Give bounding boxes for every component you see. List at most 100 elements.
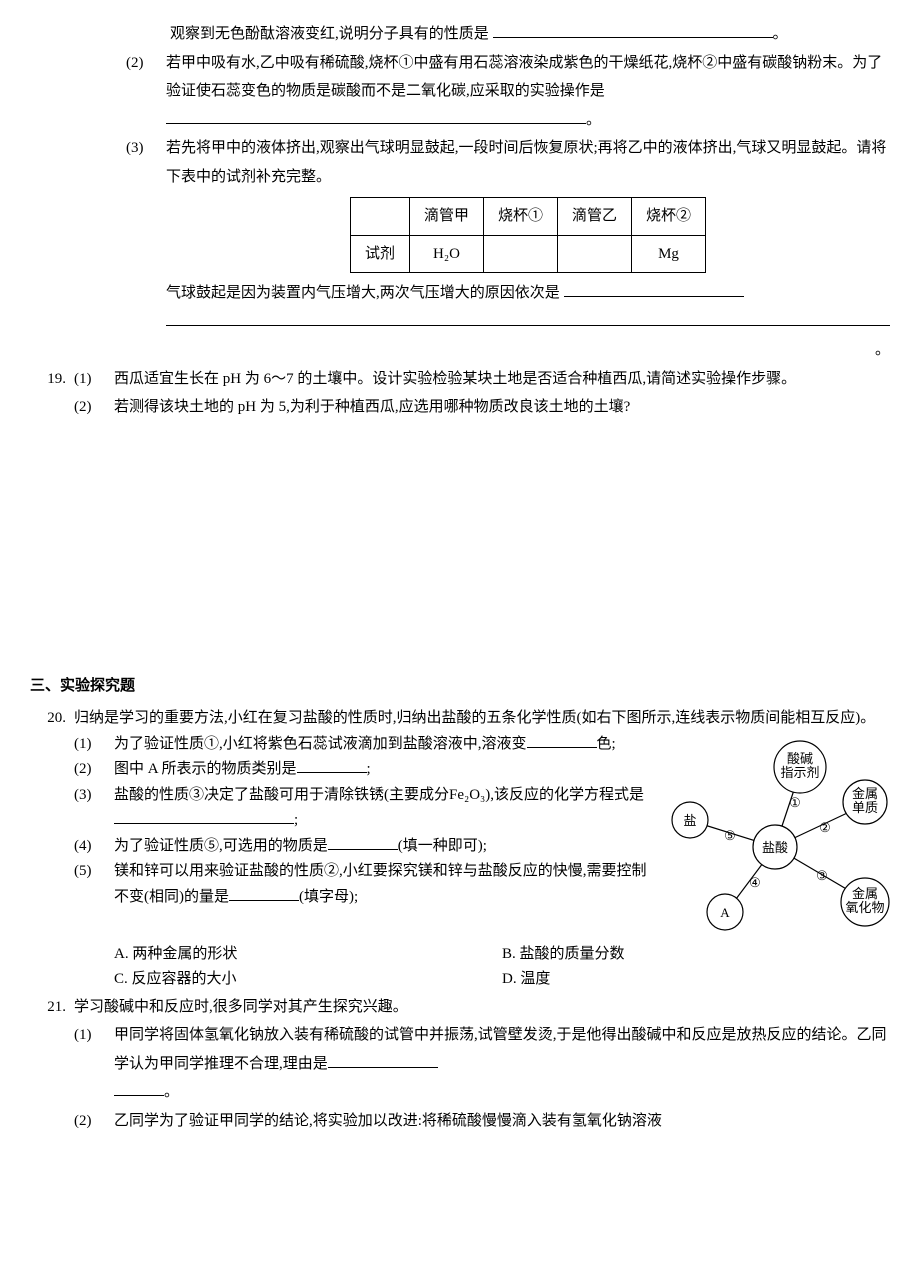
sub-body: 为了验证性质①,小红将紫色石蕊试液滴加到盐酸溶液中,溶液变 色;	[114, 732, 648, 758]
q-num: 19.	[30, 365, 74, 422]
q19-p1: (1) 西瓜适宜生长在 pH 为 6～7 的土壤中。设计实验检验某块土地是否适合…	[74, 365, 890, 394]
q20: 20. 归纳是学习的重要方法,小红在复习盐酸的性质时,归纳出盐酸的五条化学性质(…	[30, 706, 890, 993]
period: 。	[586, 112, 601, 128]
dia-e4: ④	[749, 875, 761, 890]
cell-r2	[483, 235, 557, 273]
q20-options: A. 两种金属的形状 B. 盐酸的质量分数 C. 反应容器的大小 D. 温度	[74, 942, 890, 993]
text: (填一种即可);	[398, 838, 487, 854]
sub-body: 镁和锌可以用来验证盐酸的性质②,小红要探究镁和锌与盐酸反应的快慢,需要控制不变(…	[114, 859, 648, 910]
q-num: 21.	[30, 993, 74, 1136]
q20-diagram: 盐酸 酸碱 指示剂 金属 单质 金属 氧化物 A 盐 ① ② ③ ④ ⑤	[660, 732, 890, 942]
cell-r4: Mg	[632, 235, 706, 273]
q20-p1: (1) 为了验证性质①,小红将紫色石蕊试液滴加到盐酸溶液中,溶液变 色;	[74, 732, 648, 758]
dia-e2: ②	[819, 820, 831, 835]
cell-r3	[558, 235, 632, 273]
text: ;	[294, 812, 298, 828]
dia-e1: ①	[789, 795, 801, 810]
q19: 19. (1) 西瓜适宜生长在 pH 为 6～7 的土壤中。设计实验检验某块土地…	[30, 365, 890, 422]
q20-p4: (4) 为了验证性质⑤,可选用的物质是(填一种即可);	[74, 834, 648, 860]
sub-num: (1)	[74, 732, 114, 758]
sub-body: 甲同学将固体氢氧化钠放入装有稀硫酸的试管中并振荡,试管壁发烫,于是他得出酸碱中和…	[114, 1021, 890, 1107]
q18-part2: (2) 若甲中吸有水,乙中吸有稀硫酸,烧杯①中盛有用石蕊溶液染成紫色的干燥纸花,…	[30, 49, 890, 135]
text: 色;	[597, 736, 616, 752]
blank	[166, 108, 586, 124]
col-h1: 滴管甲	[409, 198, 483, 236]
table-row: 滴管甲 烧杯① 滴管乙 烧杯②	[350, 198, 705, 236]
period: 。	[773, 26, 788, 42]
text: 若先将甲中的液体挤出,观察出气球明显鼓起,一段时间后恢复原状;再将乙中的液体挤出…	[166, 134, 890, 191]
sub-body: 若先将甲中的液体挤出,观察出气球明显鼓起,一段时间后恢复原状;再将乙中的液体挤出…	[166, 134, 890, 365]
text: 甲同学将固体氢氧化钠放入装有稀硫酸的试管中并振荡,试管壁发烫,于是他得出酸碱中和…	[114, 1027, 887, 1072]
sub-num: (2)	[74, 1107, 114, 1136]
q-num: 20.	[30, 706, 74, 993]
text: 镁和锌可以用来验证盐酸的性质②,小红要探究镁和锌与盐酸反应的快慢,需要控制不变(…	[114, 863, 647, 905]
q21-p1: (1) 甲同学将固体氢氧化钠放入装有稀硫酸的试管中并振荡,试管壁发烫,于是他得出…	[74, 1021, 890, 1107]
sub-num: (2)	[74, 393, 114, 422]
opt-c: C. 反应容器的大小	[114, 967, 502, 993]
q20-text-col: (1) 为了验证性质①,小红将紫色石蕊试液滴加到盐酸溶液中,溶液变 色; (2) …	[74, 732, 648, 942]
dia-top-1: 酸碱	[787, 751, 813, 766]
q-body: 归纳是学习的重要方法,小红在复习盐酸的性质时,归纳出盐酸的五条化学性质(如右下图…	[74, 706, 890, 993]
q21-p2: (2) 乙同学为了验证甲同学的结论,将实验加以改进:将稀硫酸慢慢滴入装有氢氧化钠…	[74, 1107, 890, 1136]
dia-center: 盐酸	[762, 840, 788, 855]
blank	[229, 885, 299, 901]
opt-b: B. 盐酸的质量分数	[502, 942, 890, 968]
blank-space	[30, 422, 890, 642]
text: 气球鼓起是因为装置内气压增大,两次气压增大的原因依次是	[166, 285, 560, 301]
dia-e3: ③	[816, 868, 828, 883]
dia-e5: ⑤	[724, 828, 736, 843]
opt-a: A. 两种金属的形状	[114, 942, 502, 968]
q20-p2: (2) 图中 A 所表示的物质类别是;	[74, 757, 648, 783]
text: 若测得该块土地的 pH 为 5,为利于种植西瓜,应选用哪种物质改良该土地的土壤?	[114, 393, 890, 422]
dia-rd-1: 金属	[852, 886, 878, 901]
q18-p3-after: 气球鼓起是因为装置内气压增大,两次气压增大的原因依次是	[166, 279, 890, 308]
sub-num: (5)	[74, 859, 114, 910]
blank	[328, 834, 398, 850]
dia-left: 盐	[683, 813, 696, 828]
col-h2: 烧杯①	[483, 198, 557, 236]
blank	[493, 22, 773, 38]
sub-body: 若甲中吸有水,乙中吸有稀硫酸,烧杯①中盛有用石蕊溶液染成紫色的干燥纸花,烧杯②中…	[166, 49, 890, 135]
q-body: 学习酸碱中和反应时,很多同学对其产生探究兴趣。 (1) 甲同学将固体氢氧化钠放入…	[74, 993, 890, 1136]
sub-num: (3)	[74, 783, 114, 834]
sub-num: (1)	[74, 1021, 114, 1107]
blank	[114, 1080, 164, 1096]
dia-top-2: 指示剂	[780, 765, 819, 780]
text: 若甲中吸有水,乙中吸有稀硫酸,烧杯①中盛有用石蕊溶液染成紫色的干燥纸花,烧杯②中…	[166, 55, 882, 100]
q18-part3: (3) 若先将甲中的液体挤出,观察出气球明显鼓起,一段时间后恢复原状;再将乙中的…	[30, 134, 890, 365]
sub-num: (4)	[74, 834, 114, 860]
sub-body: 盐酸的性质③决定了盐酸可用于清除铁锈(主要成分Fe₂O₃),该反应的化学方程式是…	[114, 783, 648, 834]
section-3-title: 三、实验探究题	[30, 672, 890, 701]
sub-num: (2)	[74, 757, 114, 783]
sub-body: 为了验证性质⑤,可选用的物质是(填一种即可);	[114, 834, 648, 860]
blank	[328, 1052, 438, 1068]
dia-bl: A	[720, 905, 730, 920]
dia-ru-2: 单质	[852, 800, 878, 815]
blank	[114, 808, 294, 824]
text: 乙同学为了验证甲同学的结论,将实验加以改进:将稀硫酸慢慢滴入装有氢氧化钠溶液	[114, 1107, 890, 1136]
text: 为了验证性质①,小红将紫色石蕊试液滴加到盐酸溶液中,溶液变	[114, 736, 527, 752]
q21-intro: 学习酸碱中和反应时,很多同学对其产生探究兴趣。	[74, 993, 890, 1022]
blank	[564, 281, 744, 297]
dia-rd-2: 氧化物	[845, 900, 884, 915]
q18-part1-line: 观察到无色酚酞溶液变红,说明分子具有的性质是 。	[30, 20, 890, 49]
cell-r1: H₂O	[409, 235, 483, 273]
period: 。	[164, 1084, 179, 1100]
q-body: (1) 西瓜适宜生长在 pH 为 6～7 的土壤中。设计实验检验某块土地是否适合…	[74, 365, 890, 422]
q20-p3: (3) 盐酸的性质③决定了盐酸可用于清除铁锈(主要成分Fe₂O₃),该反应的化学…	[74, 783, 648, 834]
blank	[297, 757, 367, 773]
col-h4: 烧杯②	[632, 198, 706, 236]
text: 盐酸的性质③决定了盐酸可用于清除铁锈(主要成分Fe₂O₃),该反应的化学方程式是	[114, 787, 644, 803]
hcl-diagram-svg: 盐酸 酸碱 指示剂 金属 单质 金属 氧化物 A 盐 ① ② ③ ④ ⑤	[660, 732, 890, 942]
text: (填字母);	[299, 889, 358, 905]
text: ;	[367, 761, 371, 777]
q20-intro: 归纳是学习的重要方法,小红在复习盐酸的性质时,归纳出盐酸的五条化学性质(如右下图…	[74, 706, 890, 732]
sub-body: 图中 A 所表示的物质类别是;	[114, 757, 648, 783]
q21: 21. 学习酸碱中和反应时,很多同学对其产生探究兴趣。 (1) 甲同学将固体氢氧…	[30, 993, 890, 1136]
blank	[527, 732, 597, 748]
blank	[166, 310, 890, 326]
sub-num: (3)	[126, 134, 166, 365]
q19-p2: (2) 若测得该块土地的 pH 为 5,为利于种植西瓜,应选用哪种物质改良该土地…	[74, 393, 890, 422]
period: 。	[875, 342, 890, 358]
row-label: 试剂	[350, 235, 409, 273]
